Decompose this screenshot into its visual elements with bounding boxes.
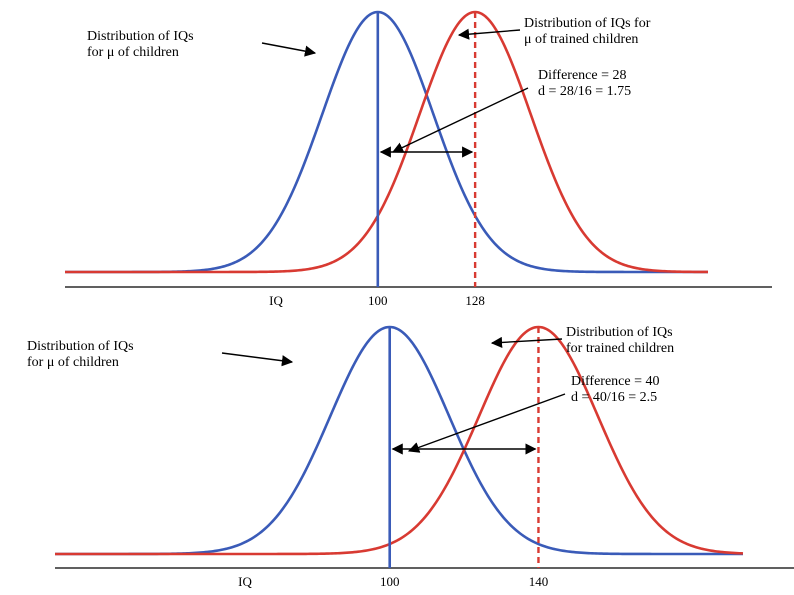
x-tick-label-140: 140 bbox=[529, 574, 549, 589]
control-annotation-line-2: for μ of children bbox=[87, 45, 179, 60]
x-axis-label: IQ bbox=[238, 574, 252, 589]
trained-annotation-line-2: μ of trained children bbox=[524, 32, 638, 47]
trained-annotation-pointer-arrow bbox=[457, 28, 521, 40]
difference-annotation-line-1: Difference = 28 bbox=[538, 68, 626, 83]
control-annotation-pointer-arrow bbox=[261, 42, 317, 57]
trained-annotation-line-2: for trained children bbox=[566, 341, 674, 356]
x-axis-label: IQ bbox=[269, 293, 283, 308]
difference-annotation-pointer-arrow bbox=[391, 87, 529, 153]
difference-annotation-pointer-arrow bbox=[407, 393, 566, 453]
x-tick-label-100: 100 bbox=[368, 293, 388, 308]
control-annotation-line-1: Distribution of IQs bbox=[87, 29, 194, 44]
control-annotation-line-2: for μ of children bbox=[27, 355, 119, 370]
control-annotation-line-1: Distribution of IQs bbox=[27, 339, 134, 354]
trained-distribution-curve bbox=[55, 325, 744, 556]
x-tick-label-100: 100 bbox=[380, 574, 400, 589]
trained-annotation-pointer-arrow bbox=[490, 336, 563, 349]
control-distribution-curve bbox=[55, 325, 743, 556]
trained-annotation-line-1: Distribution of IQs for bbox=[524, 16, 651, 31]
difference-annotation-line-2: d = 28/16 = 1.75 bbox=[538, 84, 631, 99]
trained-annotation-line-1: Distribution of IQs bbox=[566, 325, 673, 340]
control-annotation-pointer-arrow bbox=[221, 352, 294, 367]
difference-annotation-line-1: Difference = 40 bbox=[571, 374, 659, 389]
difference-annotation-line-2: d = 40/16 = 2.5 bbox=[571, 390, 657, 405]
trained-distribution-curve bbox=[65, 10, 709, 274]
x-tick-label-128: 128 bbox=[465, 293, 485, 308]
